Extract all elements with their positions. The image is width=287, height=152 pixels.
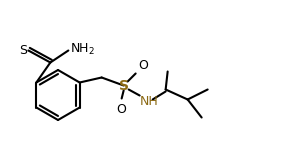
Text: NH$_2$: NH$_2$	[70, 42, 95, 57]
Text: S: S	[119, 78, 129, 93]
Text: S: S	[19, 44, 27, 57]
Text: O: O	[139, 59, 149, 72]
Text: NH: NH	[139, 95, 158, 108]
Text: O: O	[117, 103, 127, 116]
